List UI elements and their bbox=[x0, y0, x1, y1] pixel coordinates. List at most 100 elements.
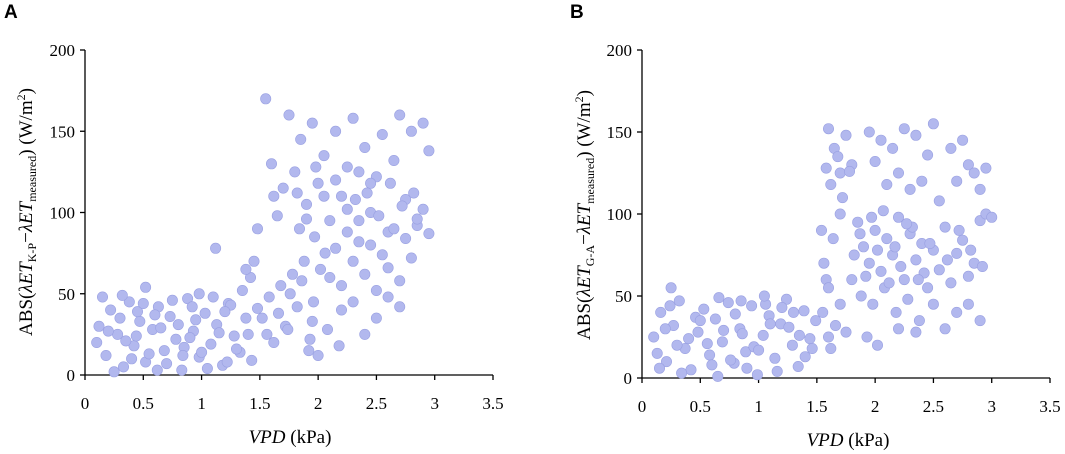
scatter-point bbox=[370, 312, 382, 324]
scatter-point bbox=[353, 215, 365, 227]
scatter-point bbox=[722, 297, 734, 309]
scatter-point bbox=[927, 118, 939, 130]
scatter-point bbox=[396, 200, 408, 212]
scatter-point bbox=[881, 233, 893, 245]
scatter-point bbox=[143, 348, 155, 360]
scatter-point bbox=[827, 233, 839, 245]
scatter-point bbox=[871, 244, 883, 256]
scatter-point bbox=[783, 321, 795, 333]
scatter-point bbox=[735, 295, 747, 307]
scatter-point bbox=[261, 328, 273, 340]
scatter-point bbox=[201, 362, 213, 374]
scatter-point bbox=[134, 315, 146, 327]
scatter-point bbox=[102, 325, 114, 337]
scatter-point bbox=[804, 333, 816, 345]
scatter-point bbox=[881, 179, 893, 191]
scatter-point bbox=[365, 239, 377, 251]
scatter-point bbox=[740, 346, 752, 358]
scatter-point bbox=[417, 117, 429, 129]
scatter-point bbox=[330, 125, 342, 137]
scatter-point bbox=[741, 362, 753, 374]
scatter-point bbox=[263, 291, 275, 303]
scatter-point bbox=[904, 183, 916, 195]
scatter-point bbox=[361, 187, 373, 199]
scatter-point bbox=[236, 284, 248, 296]
scatter-point bbox=[170, 333, 182, 345]
scatter-point bbox=[751, 369, 763, 381]
scatter-point bbox=[394, 301, 406, 313]
scatter-point bbox=[889, 241, 901, 253]
scatter-point bbox=[376, 129, 388, 141]
scatter-point bbox=[240, 312, 252, 324]
scatter-point bbox=[324, 271, 336, 283]
scatter-point bbox=[105, 304, 117, 316]
scatter-point bbox=[902, 293, 914, 305]
scatter-point bbox=[840, 326, 852, 338]
scatter-point bbox=[709, 313, 721, 325]
scatter-point bbox=[172, 319, 184, 331]
y-tick-label: 200 bbox=[50, 41, 76, 60]
panel-b-xlabel: VPD (kPa) bbox=[807, 430, 890, 451]
scatter-point bbox=[664, 300, 676, 312]
scatter-point bbox=[764, 318, 776, 330]
scatter-point bbox=[840, 129, 852, 141]
y-tick-label: 50 bbox=[615, 287, 632, 306]
scatter-point bbox=[698, 303, 710, 315]
scatter-point bbox=[787, 306, 799, 318]
scatter-point bbox=[776, 301, 788, 313]
scatter-point bbox=[817, 306, 829, 318]
scatter-point bbox=[256, 312, 268, 324]
scatter-point bbox=[855, 290, 867, 302]
panel-a-ylabel: ABS(λETK-P−λETmeasured) (W/m2) bbox=[14, 88, 39, 336]
scatter-point bbox=[683, 333, 695, 345]
x-tick-label: 3 bbox=[987, 397, 996, 416]
scatter-point bbox=[321, 323, 333, 335]
scatter-point bbox=[246, 354, 258, 366]
scatter-point bbox=[962, 298, 974, 310]
scatter-point bbox=[798, 305, 810, 317]
scatter-point bbox=[875, 134, 887, 146]
scatter-point bbox=[701, 338, 713, 350]
scatter-point bbox=[962, 159, 974, 171]
scatter-point bbox=[887, 142, 899, 154]
scatter-point bbox=[296, 275, 308, 287]
panel-a-letter: A bbox=[4, 2, 18, 23]
scatter-point bbox=[97, 291, 109, 303]
scatter-point bbox=[986, 211, 998, 223]
scatter-point bbox=[151, 364, 163, 376]
scatter-point bbox=[219, 306, 231, 318]
scatter-point bbox=[825, 179, 837, 191]
scatter-point bbox=[248, 255, 260, 267]
scatter-point bbox=[394, 275, 406, 287]
scatter-point bbox=[939, 221, 951, 233]
scatter-point bbox=[242, 328, 254, 340]
scatter-point bbox=[863, 257, 875, 269]
scatter-point bbox=[271, 210, 283, 222]
scatter-point bbox=[922, 149, 934, 161]
scatter-point bbox=[126, 353, 138, 365]
scatter-point bbox=[282, 323, 294, 335]
scatter-point bbox=[231, 343, 243, 355]
x-tick-label: 0 bbox=[81, 394, 90, 413]
y-tick-label: 150 bbox=[50, 122, 76, 141]
scatter-point bbox=[834, 208, 846, 220]
x-tick-label: 1 bbox=[197, 394, 206, 413]
y-tick-label: 0 bbox=[624, 369, 633, 388]
panel-b-axes bbox=[637, 49, 1051, 383]
scatter-point bbox=[957, 134, 969, 146]
scatter-point bbox=[293, 223, 305, 235]
scatter-point bbox=[653, 362, 665, 374]
scatter-point bbox=[291, 187, 303, 199]
scatter-point bbox=[289, 166, 301, 178]
x-tick-label: 3 bbox=[430, 394, 439, 413]
scatter-point bbox=[962, 270, 974, 282]
scatter-point bbox=[291, 301, 303, 313]
scatter-point bbox=[951, 247, 963, 259]
scatter-point bbox=[713, 292, 725, 304]
scatter-point bbox=[758, 290, 770, 302]
scatter-point bbox=[898, 274, 910, 286]
scatter-point bbox=[655, 306, 667, 318]
scatter-point bbox=[149, 309, 161, 321]
scatter-point bbox=[786, 339, 798, 351]
scatter-point bbox=[916, 175, 928, 187]
